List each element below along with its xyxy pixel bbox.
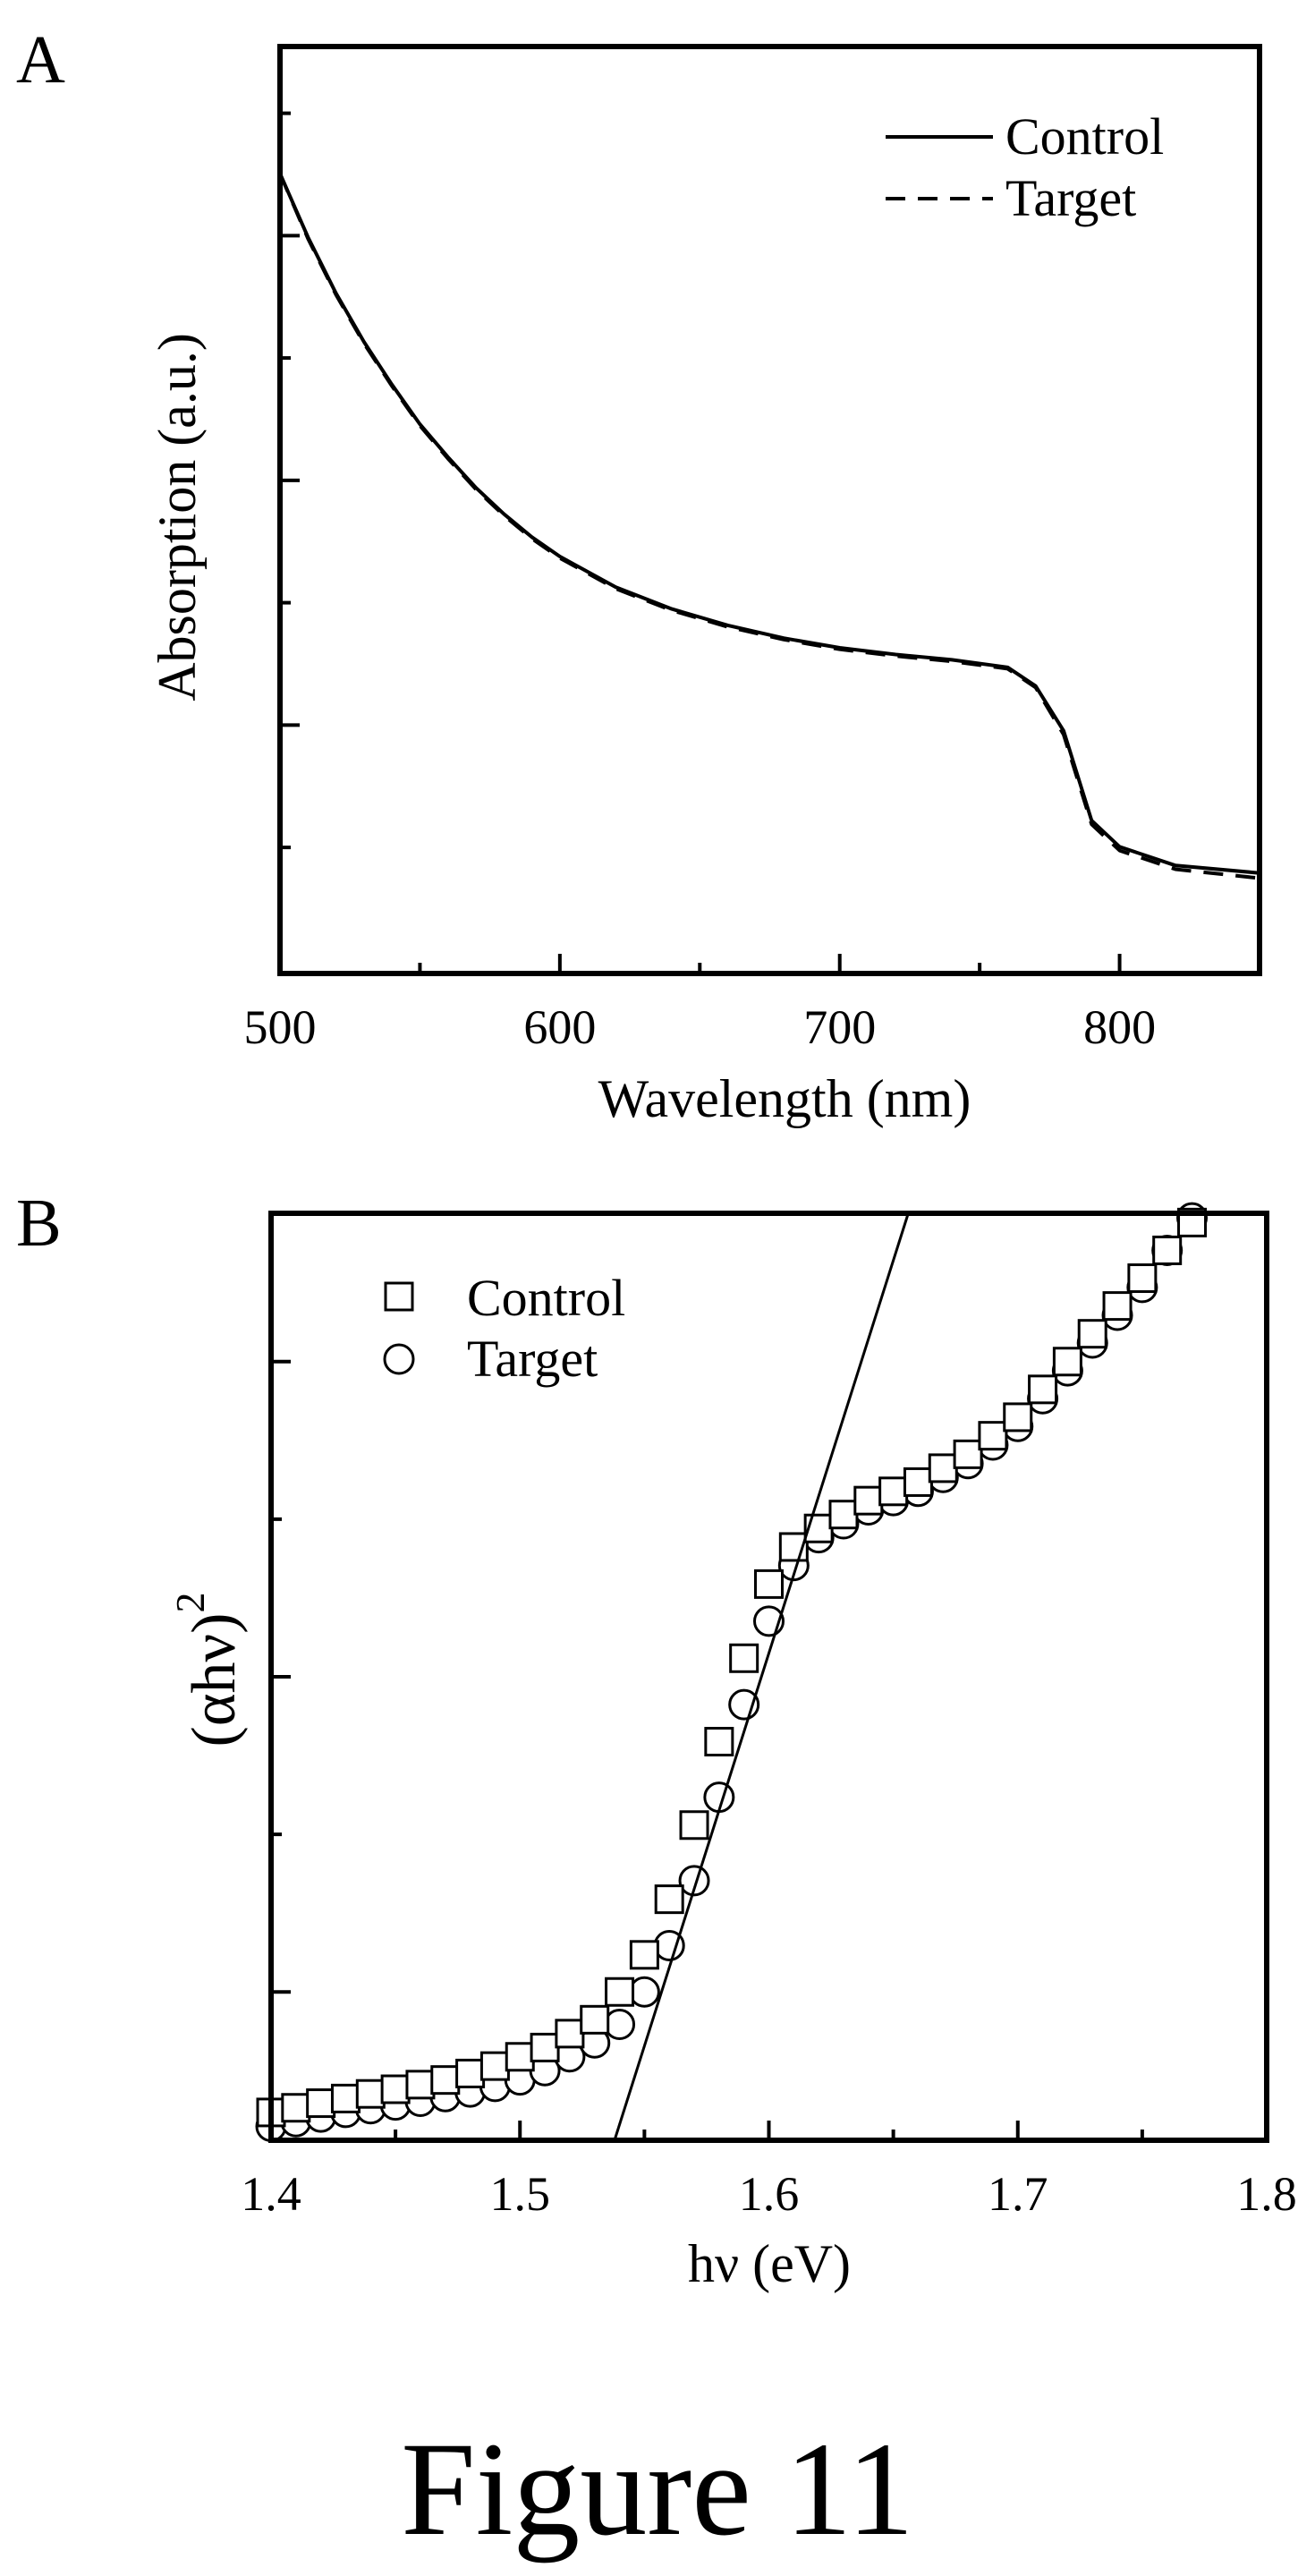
- panel-a: A 500 600 700 800 Wavelength (nm) Absorptio…: [16, 22, 1262, 1128]
- data-point-control-square: [1028, 1374, 1058, 1405]
- data-point-control-square: [828, 1500, 859, 1530]
- data-point-control-square: [903, 1467, 933, 1497]
- series-line-target: [278, 173, 1260, 880]
- panel-b-x-tick-label: 1.8: [1236, 2167, 1297, 2221]
- panel-b-x-tick-label: 1.4: [241, 2167, 301, 2221]
- data-point-control-square: [455, 2058, 486, 2088]
- data-point-control-square: [380, 2074, 411, 2104]
- panel-a-plot-area: [277, 44, 1262, 976]
- panel-b-tick-labels: 1.4 1.5 1.6 1.7 1.8: [241, 2167, 1297, 2221]
- data-point-control-square: [878, 1476, 909, 1507]
- data-point-control-square: [953, 1439, 983, 1469]
- data-point-control-square: [430, 2065, 461, 2096]
- data-point-target-circle: [678, 1865, 710, 1897]
- data-point-control-square: [505, 2042, 535, 2072]
- panel-b-x-axis-title: hν (eV): [688, 2234, 851, 2293]
- data-point-control-square: [1077, 1319, 1107, 1349]
- data-point-control-square: [978, 1421, 1008, 1451]
- legend-control-square-marker: [384, 1281, 414, 1312]
- legend-b-control-label: Control: [467, 1269, 625, 1327]
- data-point-control-square: [580, 2004, 610, 2035]
- panel-a-frame: [277, 44, 1262, 976]
- panel-b-plot-area: [255, 1202, 1269, 2143]
- panel-b-ticks: [269, 1359, 1268, 2140]
- data-point-control-square: [405, 2070, 436, 2100]
- data-point-control-square: [330, 2083, 361, 2113]
- panel-b-legend: Control Target: [383, 1269, 625, 1388]
- panel-b-letter: B: [16, 1186, 62, 1261]
- panel-a-x-tick-label: 800: [1083, 1000, 1156, 1054]
- panel-b: B 1.4 1.5 1.6 1.7 1.8 hν (eV) (αhν)2 Control…: [16, 1186, 1297, 2293]
- panel-a-x-tick-label: 600: [523, 1000, 596, 1054]
- panel-b-x-tick-label: 1.7: [988, 2167, 1048, 2221]
- data-point-control-square: [355, 2079, 386, 2109]
- panel-a-x-tick-label: 700: [803, 1000, 876, 1054]
- data-point-control-square: [1152, 1235, 1183, 1265]
- series-line-control: [278, 173, 1260, 875]
- panel-b-y-axis-title: (αhν)2: [167, 1593, 249, 1747]
- panel-a-legend: Control Target: [886, 107, 1164, 227]
- panel-a-x-tick-label: 500: [244, 1000, 317, 1054]
- legend-b-target-label: Target: [467, 1330, 598, 1388]
- data-point-control-square: [281, 2093, 311, 2123]
- panel-a-y-axis-title: Absorption (a.u.): [148, 333, 207, 701]
- panel-a-letter: A: [16, 22, 65, 98]
- panel-b-y-axis-superscript: 2: [167, 1593, 213, 1613]
- panel-b-x-tick-label: 1.5: [490, 2167, 551, 2221]
- data-point-control-square: [530, 2032, 560, 2062]
- data-point-control-square: [1127, 1263, 1158, 1294]
- data-point-control-square: [928, 1453, 958, 1484]
- panel-a-x-axis-title: Wavelength (nm): [598, 1069, 971, 1128]
- data-point-target-circle: [604, 2009, 636, 2040]
- data-point-target-circle: [628, 1976, 660, 2008]
- panel-b-x-tick-label: 1.6: [739, 2167, 800, 2221]
- panel-b-y-axis-base: (αhν): [180, 1613, 249, 1747]
- data-point-control-square: [853, 1485, 884, 1516]
- linear-fit-line: [613, 1212, 910, 2141]
- data-point-control-square: [306, 2088, 336, 2119]
- legend-control-label: Control: [1005, 107, 1164, 166]
- legend-target-label: Target: [1005, 169, 1136, 227]
- data-point-control-square: [729, 1643, 759, 1673]
- data-point-control-square: [629, 1940, 659, 1970]
- data-point-control-square: [704, 1727, 734, 1757]
- data-point-control-square: [679, 1810, 709, 1841]
- data-point-control-square: [1102, 1291, 1133, 1322]
- data-point-control-square: [754, 1569, 784, 1599]
- data-point-control-square: [1003, 1402, 1033, 1433]
- data-point-control-square: [605, 1977, 635, 2007]
- svg-text:(αhν)2: (αhν)2: [167, 1593, 249, 1747]
- figure-caption: Figure 11: [401, 2415, 914, 2563]
- data-point-control-square: [555, 2019, 585, 2049]
- panel-a-ticks: [278, 111, 1261, 973]
- legend-target-circle-marker: [383, 1343, 415, 1375]
- panel-a-tick-labels: 500 600 700 800: [244, 1000, 1157, 1054]
- panel-b-frame: [268, 1211, 1269, 2143]
- data-point-control-square: [1052, 1347, 1082, 1377]
- data-point-control-square: [654, 1884, 684, 1915]
- data-point-control-square: [479, 2051, 510, 2081]
